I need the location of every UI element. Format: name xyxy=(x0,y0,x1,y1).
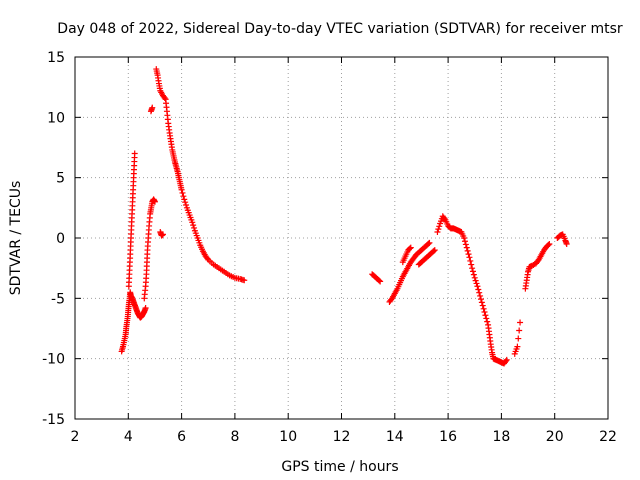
data-point xyxy=(461,238,468,245)
data-point xyxy=(545,241,552,248)
data-point xyxy=(468,261,475,268)
data-point xyxy=(516,327,523,334)
data-point xyxy=(462,241,469,248)
data-point xyxy=(181,196,188,203)
x-tick-label: 10 xyxy=(279,429,297,445)
data-point xyxy=(514,343,521,350)
x-tick-label: 18 xyxy=(492,429,510,445)
x-tick-label: 4 xyxy=(124,429,133,445)
data-point xyxy=(476,289,483,296)
data-point xyxy=(161,95,168,102)
data-point xyxy=(131,150,138,157)
data-point xyxy=(472,277,479,284)
y-tick-label: -10 xyxy=(42,352,65,368)
x-tick-label: 16 xyxy=(439,429,457,445)
data-point xyxy=(376,277,383,284)
data-point xyxy=(407,244,414,251)
data-point xyxy=(467,257,474,264)
y-axis-label: SDTVAR / TECUs xyxy=(8,181,24,296)
data-point xyxy=(425,240,432,247)
y-tick-label: 5 xyxy=(56,171,65,187)
data-point xyxy=(465,251,472,258)
y-tick-label: 10 xyxy=(47,110,65,126)
data-point xyxy=(430,247,437,254)
data-point xyxy=(517,319,524,326)
data-point xyxy=(563,241,570,248)
data-point xyxy=(478,299,485,306)
data-point xyxy=(180,193,187,200)
data-point xyxy=(463,244,470,251)
data-point xyxy=(149,104,156,111)
data-point xyxy=(189,219,196,226)
data-point xyxy=(469,268,476,275)
data-point xyxy=(503,356,510,363)
data-point xyxy=(546,241,553,248)
data-point xyxy=(190,222,197,229)
data-point xyxy=(477,292,484,299)
data-point xyxy=(482,312,489,319)
data-point xyxy=(435,226,442,233)
x-tick-label: 22 xyxy=(599,429,617,445)
data-point xyxy=(178,186,185,193)
x-axis-label: GPS time / hours xyxy=(281,459,398,475)
data-point xyxy=(179,189,186,196)
data-point xyxy=(483,315,490,322)
x-tick-label: 14 xyxy=(386,429,404,445)
data-point xyxy=(480,305,487,312)
data-points xyxy=(118,66,570,367)
data-point xyxy=(182,199,189,206)
axis-ticks xyxy=(74,56,609,420)
data-point xyxy=(183,202,190,209)
x-tick-label: 20 xyxy=(546,429,564,445)
data-point xyxy=(471,274,478,281)
data-point xyxy=(473,280,480,287)
data-point xyxy=(406,245,413,252)
data-point xyxy=(142,304,149,311)
grid-layer xyxy=(75,57,608,419)
data-point xyxy=(464,247,471,254)
data-point xyxy=(204,255,211,262)
data-point xyxy=(151,198,158,205)
data-point xyxy=(477,296,484,303)
data-point xyxy=(436,223,443,230)
data-point xyxy=(502,358,509,365)
y-tick-label: 0 xyxy=(56,231,65,247)
x-tick-label: 2 xyxy=(71,429,80,445)
data-point xyxy=(191,224,198,231)
data-point xyxy=(484,318,491,325)
chart-title: Day 048 of 2022, Sidereal Day-to-day VTE… xyxy=(57,21,623,37)
data-point xyxy=(434,228,441,235)
y-tick-label: -5 xyxy=(51,291,65,307)
x-tick-label: 12 xyxy=(333,429,351,445)
data-point xyxy=(426,239,433,246)
data-point xyxy=(377,278,384,285)
data-point xyxy=(515,335,522,342)
data-point xyxy=(159,231,166,238)
data-point xyxy=(431,247,438,254)
data-point xyxy=(469,265,476,272)
data-point xyxy=(475,286,482,293)
y-tick-label: -15 xyxy=(42,412,65,428)
data-point xyxy=(441,215,448,222)
data-point xyxy=(470,271,477,278)
tick-labels: 2 4 6 8 10 12 14 16 18 20 22 -15 -10 -5 0 5 10 15 xyxy=(42,50,617,445)
data-point xyxy=(461,235,468,241)
data-point xyxy=(241,277,248,284)
x-tick-label: 6 xyxy=(177,429,186,445)
data-point xyxy=(466,254,473,261)
x-tick-label: 8 xyxy=(230,429,239,445)
data-point xyxy=(474,283,481,290)
data-point xyxy=(481,309,488,316)
y-tick-label: 15 xyxy=(47,50,65,66)
data-point xyxy=(479,302,486,309)
